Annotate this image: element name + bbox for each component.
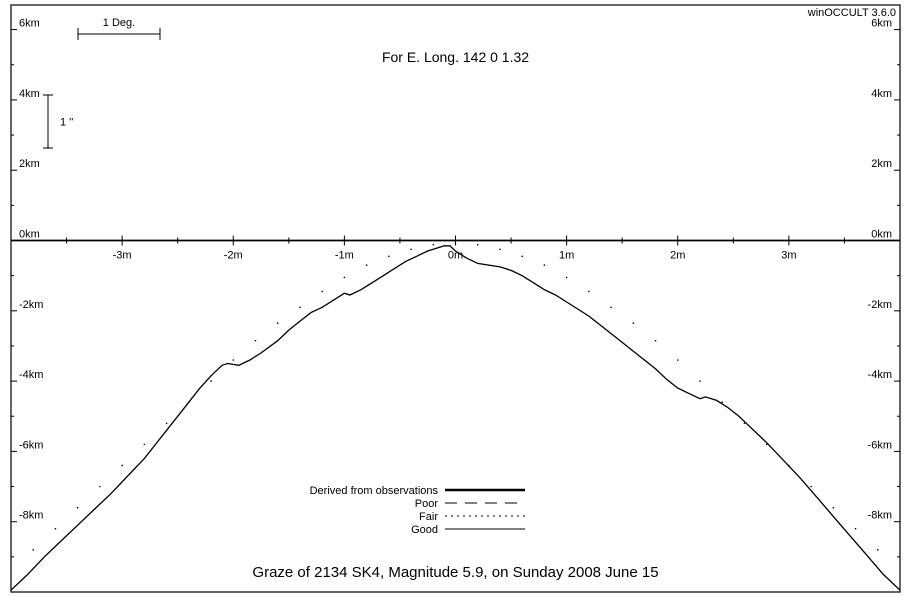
fair-profile-dot <box>55 528 57 530</box>
good-profile-curve <box>11 246 900 590</box>
fair-profile-dot <box>166 422 168 424</box>
app-name: winOCCULT 3.6.0 <box>807 7 896 19</box>
fair-profile-dot <box>344 277 346 279</box>
fair-profile-dot <box>633 322 635 324</box>
y-tick-label-left: -6km <box>19 439 43 451</box>
y-tick-label-right: 4km <box>871 88 892 100</box>
y-tick-label-left: -4km <box>19 369 43 381</box>
chart-border <box>11 5 900 592</box>
x-tick-label: -3m <box>113 250 132 262</box>
x-tick-label: 1m <box>559 250 574 262</box>
legend-label: Fair <box>419 511 438 523</box>
fair-profile-dot <box>810 486 812 488</box>
fair-profile-dot <box>99 486 101 488</box>
fair-profile-dot <box>255 340 257 342</box>
fair-profile-dot <box>388 256 390 258</box>
fair-profile-dot <box>321 291 323 293</box>
x-tick-label: -1m <box>335 250 354 262</box>
chart-container: 6km 6km 4km 4km 2km 2km 0km 0km -2km -2km -4km -4km… <box>0 0 911 597</box>
scale-degree-label: 1 Deg. <box>103 17 135 29</box>
fair-profile-dot <box>77 507 79 509</box>
y-tick-label-left: 2km <box>19 158 40 170</box>
fair-profile-dot <box>610 306 612 308</box>
chart-caption: Graze of 2134 SK4, Magnitude 5.9, on Sun… <box>252 564 658 581</box>
fair-profile-dot <box>588 291 590 293</box>
legend-label: Poor <box>415 498 439 510</box>
fair-profile-dot <box>544 264 546 266</box>
fair-profile-dot <box>477 244 479 246</box>
y-tick-label-right: -8km <box>868 510 892 522</box>
x-tick-label: -2m <box>224 250 243 262</box>
fair-profile-dot <box>721 401 723 403</box>
fair-profile-dot <box>299 306 301 308</box>
graze-profile-chart: 6km 6km 4km 4km 2km 2km 0km 0km -2km -2km -4km -4km… <box>0 0 911 597</box>
fair-profile-dot <box>455 243 457 245</box>
fair-profile-dot <box>144 444 146 446</box>
y-tick-label-right: -6km <box>868 439 892 451</box>
y-tick-label-left: 4km <box>19 88 40 100</box>
y-tick-label-left: 0km <box>19 229 40 241</box>
x-tick-label: 2m <box>670 250 685 262</box>
fair-profile-dot <box>210 380 212 382</box>
fair-profile-dot <box>277 322 279 324</box>
x-tick-label: 3m <box>781 250 796 262</box>
fair-profile-dot <box>833 507 835 509</box>
fair-profile-dot <box>655 340 657 342</box>
fair-profile-dot <box>232 359 234 361</box>
fair-profile-dot <box>699 380 701 382</box>
fair-profile-dot <box>410 248 412 250</box>
y-tick-label-right: 2km <box>871 158 892 170</box>
fair-profile-dot <box>566 277 568 279</box>
y-tick-label-right: 0km <box>871 229 892 241</box>
fair-profile-dot <box>432 244 434 246</box>
y-tick-label-left: -2km <box>19 299 43 311</box>
scale-arcsec-label: 1 '' <box>60 117 73 129</box>
y-tick-label-right: -2km <box>868 299 892 311</box>
fair-profile-dot <box>766 444 768 446</box>
fair-profile-dot <box>788 465 790 467</box>
fair-profile-dot <box>32 549 34 551</box>
y-tick-label-right: 6km <box>871 18 892 30</box>
legend-label: Derived from observations <box>310 485 439 497</box>
fair-profile-dot <box>366 264 368 266</box>
y-tick-label-right: -4km <box>868 369 892 381</box>
fair-profile-dot <box>877 549 879 551</box>
fair-profile-dot <box>188 401 190 403</box>
fair-profile-dot <box>499 248 501 250</box>
legend-label: Good <box>411 524 438 536</box>
fair-profile-dot <box>677 359 679 361</box>
fair-profile-dot <box>744 422 746 424</box>
chart-title: For E. Long. 142 0 1.32 <box>382 49 529 65</box>
y-tick-label-left: 6km <box>19 18 40 30</box>
fair-profile-dot <box>855 528 857 530</box>
fair-profile-dot <box>521 256 523 258</box>
y-tick-label-left: -8km <box>19 510 43 522</box>
fair-profile-dot <box>121 465 123 467</box>
